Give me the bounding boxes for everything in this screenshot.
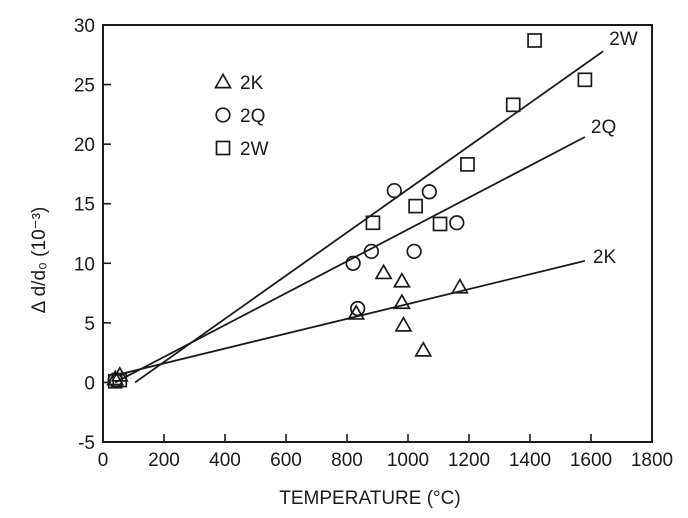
plot-frame — [102, 24, 653, 443]
point-2w — [107, 373, 123, 389]
x-tick-label: 1200 — [448, 450, 490, 471]
x-tick-label: 0 — [98, 450, 109, 471]
point-2k — [450, 277, 469, 294]
legend-marker-2q — [215, 107, 231, 123]
y-tick-label: 10 — [74, 254, 95, 275]
fit-label-2k: 2K — [593, 247, 617, 268]
legend-label-2k: 2K — [240, 73, 264, 94]
y-tick-label: 5 — [84, 314, 95, 335]
y-tick-label: 20 — [74, 135, 95, 156]
y-tick-label: 0 — [84, 373, 95, 394]
point-2k — [414, 341, 433, 357]
point-2k — [106, 369, 125, 386]
x-tick-label: 1000 — [387, 450, 429, 471]
point-2w — [365, 215, 381, 231]
data-markers — [106, 33, 593, 389]
point-2k — [394, 316, 413, 332]
y-tick-label: 30 — [74, 16, 95, 37]
x-tick-label: 800 — [331, 450, 363, 471]
legend-label-2w: 2W — [240, 139, 269, 160]
x-tick-label: 1600 — [570, 450, 612, 471]
x-tick-label: 600 — [270, 450, 302, 471]
point-2w — [112, 372, 128, 388]
point-2k — [392, 271, 411, 288]
point-2q — [386, 182, 402, 199]
fit-label-2w: 2W — [609, 29, 638, 50]
legend-marker-2w — [215, 140, 231, 156]
x-tick-label: 400 — [209, 450, 241, 471]
y-ticks: -5 0 5 10 15 20 25 30 — [74, 16, 111, 454]
legend-marker-2k — [214, 72, 232, 89]
point-2w — [460, 157, 475, 172]
x-tick-label: 1400 — [509, 450, 551, 471]
legend-label-2q: 2Q — [240, 106, 265, 127]
point-2k — [374, 263, 393, 280]
fit-line-labels: 2K 2Q 2W — [591, 29, 638, 268]
legend: 2K 2Q 2W — [214, 72, 269, 160]
point-2w — [432, 216, 448, 232]
point-2q — [345, 255, 361, 271]
fit-lines — [114, 50, 604, 384]
point-2w — [408, 198, 423, 214]
fit-label-2q: 2Q — [591, 117, 616, 138]
point-2q — [350, 300, 366, 317]
point-2q — [406, 243, 422, 260]
y-tick-label: 25 — [74, 76, 95, 97]
point-2w — [577, 72, 593, 88]
y-tick-label: 15 — [74, 195, 95, 216]
x-tick-label: 1800 — [631, 450, 673, 471]
point-2q — [421, 184, 438, 200]
x-ticks: 0 200 400 600 800 1000 1200 1400 1600 1800 — [98, 434, 673, 471]
y-tick-label: -5 — [78, 433, 95, 454]
point-2w — [505, 97, 521, 113]
point-2w — [527, 33, 542, 48]
point-2q — [363, 243, 380, 260]
point-2k — [392, 293, 411, 310]
y-axis-title: Δ d/d₀ (10⁻³) — [29, 207, 50, 314]
x-tick-label: 200 — [148, 450, 180, 471]
x-axis-title: TEMPERATURE (°C) — [279, 488, 460, 509]
point-2q — [449, 215, 465, 231]
